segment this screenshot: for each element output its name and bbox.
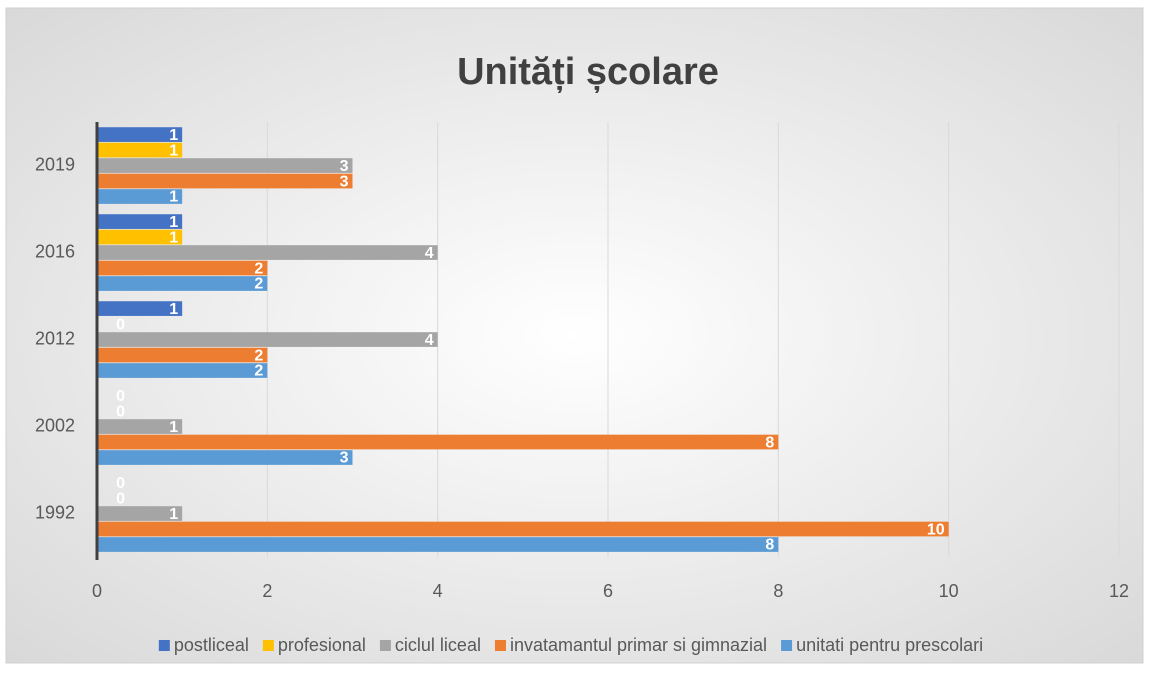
x-tick-label: 8 <box>773 581 783 601</box>
bar <box>97 521 949 537</box>
data-label: 1 <box>169 506 178 523</box>
data-label: 8 <box>765 434 774 451</box>
data-label: 3 <box>340 173 349 190</box>
data-label: 1 <box>169 142 178 159</box>
data-label: 0 <box>116 403 125 420</box>
bar <box>97 260 268 276</box>
data-label: 0 <box>116 475 125 492</box>
bar <box>97 214 183 229</box>
bar <box>97 434 779 450</box>
data-label: 1 <box>169 301 178 318</box>
bar <box>97 363 268 378</box>
bar <box>97 506 183 521</box>
legend-swatch <box>262 640 274 651</box>
bar <box>97 229 183 245</box>
data-label: 4 <box>425 245 434 262</box>
bar <box>97 173 353 189</box>
bar <box>97 347 268 363</box>
y-tick-label: 2016 <box>35 241 75 261</box>
x-tick-label: 0 <box>92 581 102 601</box>
bar <box>97 419 183 434</box>
legend-label: invatamantul primar si gimnazial <box>510 635 767 655</box>
x-tick-label: 12 <box>1109 581 1129 601</box>
y-tick-label: 2002 <box>35 415 75 435</box>
legend-label: ciclul liceal <box>395 635 481 655</box>
legend-swatch <box>781 640 793 651</box>
legend-label: postliceal <box>174 635 249 655</box>
x-tick-label: 2 <box>262 581 272 601</box>
data-label: 2 <box>254 276 263 293</box>
bar <box>97 276 268 291</box>
data-label: 8 <box>765 537 774 554</box>
legend-label: unitati pentru prescolari <box>796 635 983 655</box>
data-label: 10 <box>927 521 945 538</box>
bar <box>97 450 353 465</box>
data-label: 1 <box>169 127 178 144</box>
legend-swatch <box>158 640 170 651</box>
bar <box>97 301 183 316</box>
data-label: 2 <box>254 347 263 364</box>
bar <box>97 142 183 158</box>
data-label: 0 <box>116 316 125 333</box>
data-label: 2 <box>254 363 263 380</box>
data-label: 3 <box>340 158 349 175</box>
data-label: 1 <box>169 214 178 231</box>
y-tick-label: 2012 <box>35 328 75 348</box>
chart-title: Unități școlare <box>457 51 719 93</box>
bar <box>97 158 353 173</box>
y-tick-label: 2019 <box>35 154 75 174</box>
data-label: 2 <box>254 260 263 277</box>
data-label: 1 <box>169 419 178 436</box>
x-tick-label: 6 <box>603 581 613 601</box>
y-tick-label: 1992 <box>35 502 75 522</box>
x-tick-label: 4 <box>433 581 443 601</box>
bar <box>97 537 779 552</box>
bar <box>97 332 438 347</box>
legend-swatch <box>379 640 391 651</box>
data-label: 1 <box>169 229 178 246</box>
data-label: 3 <box>340 450 349 467</box>
data-label: 0 <box>116 388 125 405</box>
data-label: 4 <box>425 332 434 349</box>
legend-label: profesional <box>278 635 366 655</box>
x-tick-label: 10 <box>939 581 959 601</box>
bar <box>97 189 183 204</box>
data-label: 0 <box>116 490 125 507</box>
bar <box>97 245 438 260</box>
legend-swatch <box>494 640 506 651</box>
data-label: 1 <box>169 189 178 206</box>
bar <box>97 127 183 142</box>
